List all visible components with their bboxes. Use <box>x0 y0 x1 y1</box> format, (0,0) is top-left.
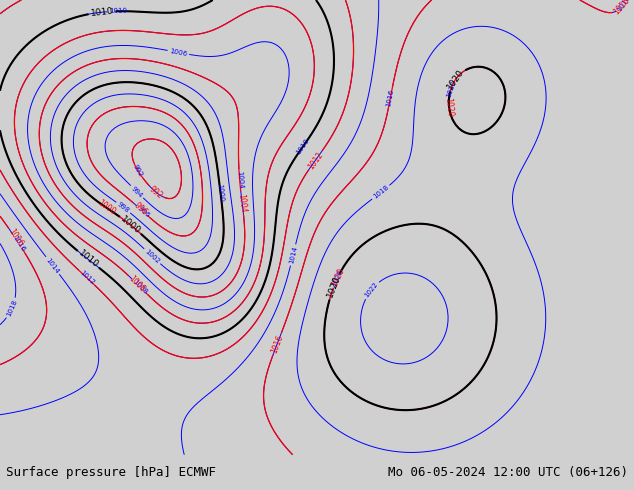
Text: 1010: 1010 <box>90 6 114 18</box>
Text: 1020: 1020 <box>445 79 456 98</box>
Text: 1020: 1020 <box>445 68 466 91</box>
Text: 1018: 1018 <box>6 299 18 318</box>
Text: 1010: 1010 <box>77 249 100 270</box>
Text: Mo 06-05-2024 12:00 UTC (06+126): Mo 06-05-2024 12:00 UTC (06+126) <box>387 466 628 479</box>
Text: 1016: 1016 <box>612 0 631 16</box>
Text: 1000: 1000 <box>96 198 117 217</box>
Text: 1020: 1020 <box>331 269 344 287</box>
Text: 1016: 1016 <box>6 227 24 248</box>
Text: 1012: 1012 <box>78 270 95 286</box>
Text: 1010: 1010 <box>295 138 310 156</box>
Text: 1000: 1000 <box>216 183 224 201</box>
Text: 1020: 1020 <box>330 267 346 288</box>
Text: 1014: 1014 <box>45 257 60 274</box>
Text: 1020: 1020 <box>444 97 455 117</box>
Text: Surface pressure [hPa] ECMWF: Surface pressure [hPa] ECMWF <box>6 466 216 479</box>
Text: 1008: 1008 <box>131 278 148 295</box>
Text: 1014: 1014 <box>288 245 298 265</box>
Text: 1016: 1016 <box>616 0 631 12</box>
Text: 1006: 1006 <box>169 48 188 57</box>
Text: 1022: 1022 <box>363 281 379 299</box>
Text: 1008: 1008 <box>127 274 147 294</box>
Text: 1018: 1018 <box>372 184 390 200</box>
Text: 1012: 1012 <box>306 150 325 171</box>
Text: 996: 996 <box>132 201 148 217</box>
Text: 992: 992 <box>148 184 164 200</box>
Text: 1016: 1016 <box>269 333 285 355</box>
Text: 998: 998 <box>116 201 131 214</box>
Text: 1002: 1002 <box>144 248 161 265</box>
Text: 992: 992 <box>132 164 144 178</box>
Text: 996: 996 <box>136 205 150 219</box>
Text: 1016: 1016 <box>11 235 27 253</box>
Text: 994: 994 <box>130 185 144 198</box>
Text: 1010: 1010 <box>109 8 127 14</box>
Text: 1004: 1004 <box>236 193 248 213</box>
Text: 1020: 1020 <box>325 274 342 299</box>
Text: 1004: 1004 <box>236 171 243 189</box>
Text: 1000: 1000 <box>119 214 143 236</box>
Text: 1016: 1016 <box>385 88 395 107</box>
